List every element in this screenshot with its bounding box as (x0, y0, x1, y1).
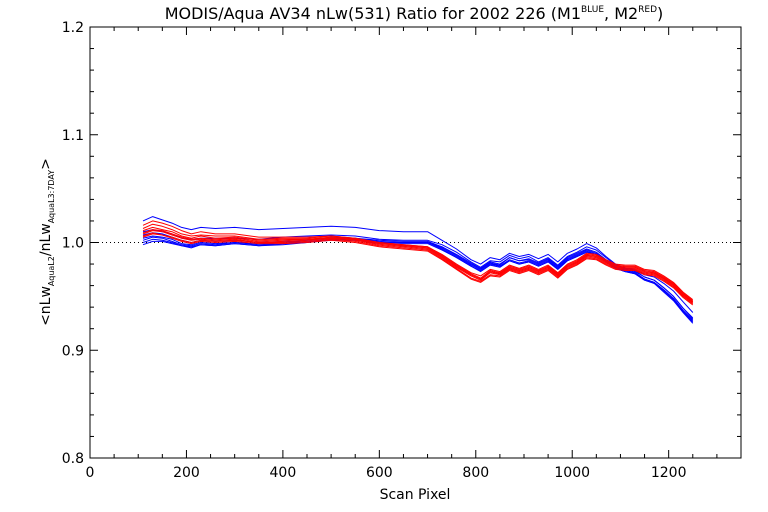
y-tick-label: 1.2 (62, 20, 84, 36)
y-label-open: <nLw (38, 286, 54, 326)
chart-title-end: ) (657, 4, 663, 23)
x-tick-label: 1000 (554, 465, 590, 481)
x-tick-label: 800 (462, 465, 489, 481)
x-tick-label: 400 (270, 465, 297, 481)
x-tick-label: 200 (173, 465, 200, 481)
y-label-sub1: AquaL2 (47, 256, 56, 286)
x-tick-label: 1200 (651, 465, 687, 481)
y-label-slash: /nLw (38, 223, 54, 256)
y-label-sub2: AquaL3:7DAY (47, 170, 56, 224)
series-line-m2-9 (142, 230, 694, 304)
series-line-m1-3 (142, 238, 694, 323)
series-line-m2-11 (142, 223, 694, 302)
series-line-m2-7 (142, 220, 694, 300)
y-tick-label: 1.0 (62, 236, 84, 252)
x-axis-label: Scan Pixel (380, 487, 451, 503)
x-tick-label: 0 (86, 465, 95, 481)
x-tick-label: 600 (366, 465, 393, 481)
series-line-m1-6 (142, 239, 694, 324)
y-axis-label: <nLwAquaL2/nLwAquaL3:7DAY> (38, 158, 56, 326)
y-label-close: > (38, 158, 54, 170)
series-lines (142, 216, 694, 324)
chart-title: MODIS/Aqua AV34 nLw(531) Ratio for 2002 … (165, 4, 664, 23)
y-tick-label: 1.1 (62, 128, 84, 144)
chart-title-sup-blue: BLUE (581, 5, 604, 15)
chart-title-mid: , M2 (604, 4, 638, 23)
chart-title-sup-red: RED (638, 5, 657, 15)
series-line-m2-13 (142, 233, 694, 306)
chart-title-main: MODIS/Aqua AV34 nLw(531) Ratio for 2002 … (165, 4, 581, 23)
y-tick-label: 0.8 (62, 451, 84, 467)
series-line-m2-10 (142, 232, 694, 305)
series-line-m2-12 (142, 229, 694, 303)
y-axis-ticks: 0.8 0.9 1.0 1.1 1.2 (62, 20, 741, 467)
y-tick-label: 0.9 (62, 343, 84, 359)
x-axis-ticks: 0 200 400 600 800 1000 1200 (86, 27, 718, 481)
